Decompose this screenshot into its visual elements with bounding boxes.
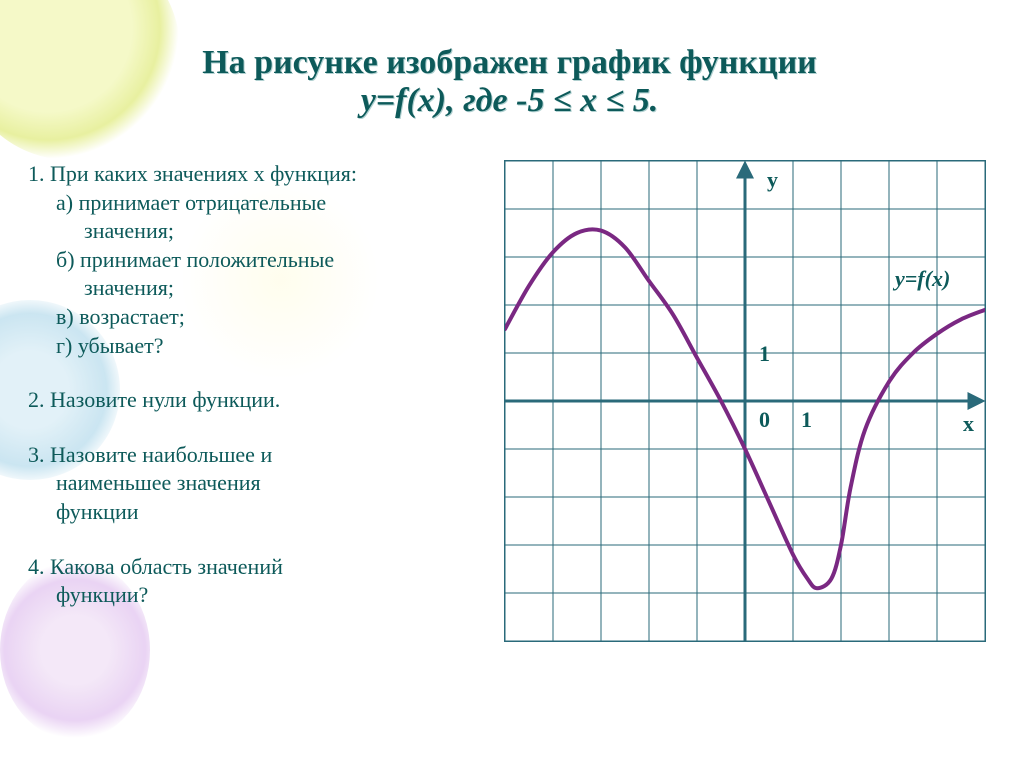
q1-c: в) возрастает; (28, 303, 458, 332)
q1-a: а) принимает отрицательные (28, 189, 458, 218)
q1-header: 1. При каких значениях x функция: (28, 160, 458, 189)
tick-y-1: 1 (759, 341, 770, 366)
title-domain: -5 ≤ x ≤ 5. (516, 82, 658, 119)
q4-a: 4. Какова область значений (28, 553, 458, 582)
title-mid: , где (446, 82, 516, 119)
question-4: 4. Какова область значений функции? (28, 553, 458, 610)
q1-a2: значения; (28, 217, 458, 246)
q3-c: функции (28, 498, 458, 527)
title-text-line1: На рисунке изображен график функции (60, 44, 959, 82)
q2-text: 2. Назовите нули функции. (28, 386, 458, 415)
q1-d: г) убывает? (28, 332, 458, 361)
q1-b: б) принимает положительные (28, 246, 458, 275)
tick-x-1: 1 (801, 407, 812, 432)
q3-b: наименьшее значения (28, 469, 458, 498)
function-graph: y x 0 1 1 y=f(x) (504, 160, 986, 642)
question-3: 3. Назовите наибольшее и наименьшее знач… (28, 441, 458, 527)
q3-a: 3. Назовите наибольшее и (28, 441, 458, 470)
axis-label-x: x (963, 411, 974, 436)
slide-title: На рисунке изображен график функции y=f(… (0, 0, 1019, 120)
origin-label: 0 (759, 407, 770, 432)
q4-b: функции? (28, 581, 458, 610)
axis-label-y: y (767, 167, 778, 192)
questions-column: 1. При каких значениях x функция: а) при… (0, 160, 470, 642)
title-text-line2: y=f(x), где -5 ≤ x ≤ 5. (60, 82, 959, 120)
curve-label: y=f(x) (892, 266, 950, 291)
question-1: 1. При каких значениях x функция: а) при… (28, 160, 458, 360)
question-2: 2. Назовите нули функции. (28, 386, 458, 415)
title-fn: y=f(x) (361, 82, 446, 119)
q1-b2: значения; (28, 274, 458, 303)
chart-column: y x 0 1 1 y=f(x) (470, 160, 1019, 642)
